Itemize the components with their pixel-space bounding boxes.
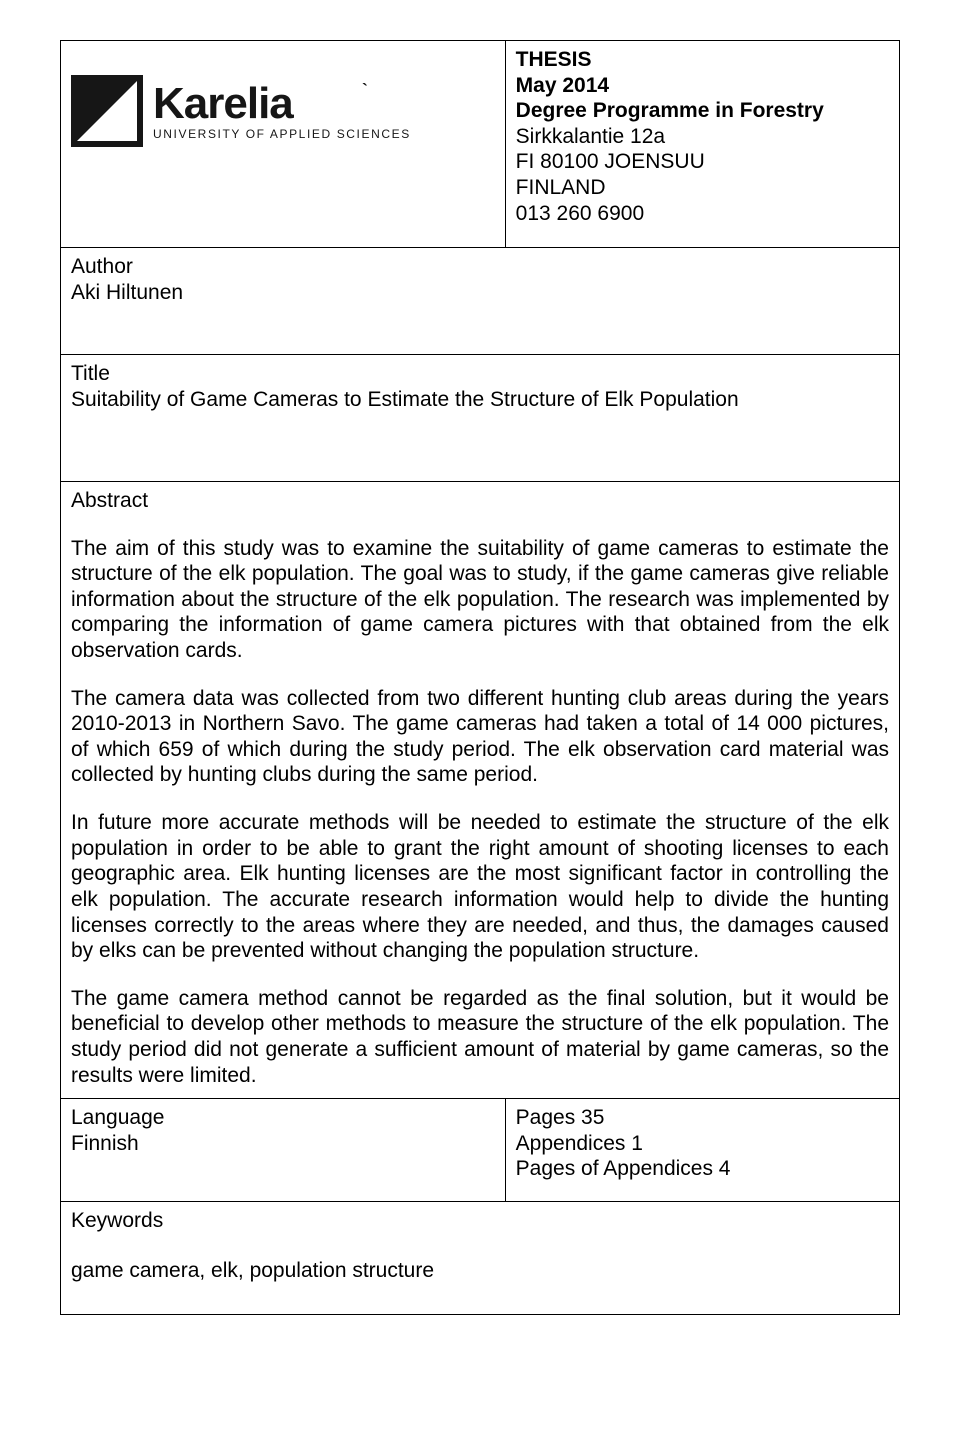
author-value: Aki Hiltunen (71, 280, 889, 306)
pages-cell: Pages 35 Appendices 1 Pages of Appendice… (505, 1099, 899, 1202)
title-cell: Title Suitability of Game Cameras to Est… (61, 355, 900, 482)
header-cell: THESIS May 2014 Degree Programme in Fore… (505, 41, 899, 248)
abstract-p4: The game camera method cannot be regarde… (71, 986, 889, 1088)
logo-brand: Karelia` (153, 82, 411, 126)
language-label: Language (71, 1105, 495, 1131)
header-street: Sirkkalantie 12a (516, 124, 889, 150)
abstract-p1: The aim of this study was to examine the… (71, 536, 889, 664)
header-country: FINLAND (516, 175, 889, 201)
abstract-p3: In future more accurate methods will be … (71, 810, 889, 964)
header-phone: 013 260 6900 (516, 201, 889, 227)
title-label: Title (71, 361, 889, 387)
header-city: FI 80100 JOENSUU (516, 149, 889, 175)
keywords-value: game camera, elk, population structure (71, 1258, 889, 1284)
language-value: Finnish (71, 1131, 495, 1157)
author-cell: Author Aki Hiltunen (61, 248, 900, 355)
abstract-cell: Abstract The aim of this study was to ex… (61, 482, 900, 1099)
logo-subtitle: UNIVERSITY OF APPLIED SCIENCES (153, 128, 411, 140)
header-date: May 2014 (516, 73, 889, 99)
pages-count: Pages 35 (516, 1105, 889, 1131)
thesis-info-table: Karelia` UNIVERSITY OF APPLIED SCIENCES … (60, 40, 900, 1315)
keywords-label: Keywords (71, 1208, 889, 1234)
abstract-label: Abstract (71, 488, 889, 514)
logo-cell: Karelia` UNIVERSITY OF APPLIED SCIENCES (61, 41, 506, 248)
header-programme: Degree Programme in Forestry (516, 98, 889, 124)
abstract-p2: The camera data was collected from two d… (71, 686, 889, 788)
keywords-cell: Keywords game camera, elk, population st… (61, 1202, 900, 1315)
appendices-pages: Pages of Appendices 4 (516, 1156, 889, 1182)
language-cell: Language Finnish (61, 1099, 506, 1202)
author-label: Author (71, 254, 889, 280)
title-value: Suitability of Game Cameras to Estimate … (71, 387, 889, 413)
appendices-count: Appendices 1 (516, 1131, 889, 1157)
header-thesis: THESIS (516, 47, 889, 73)
karelia-logo-icon (71, 75, 143, 147)
